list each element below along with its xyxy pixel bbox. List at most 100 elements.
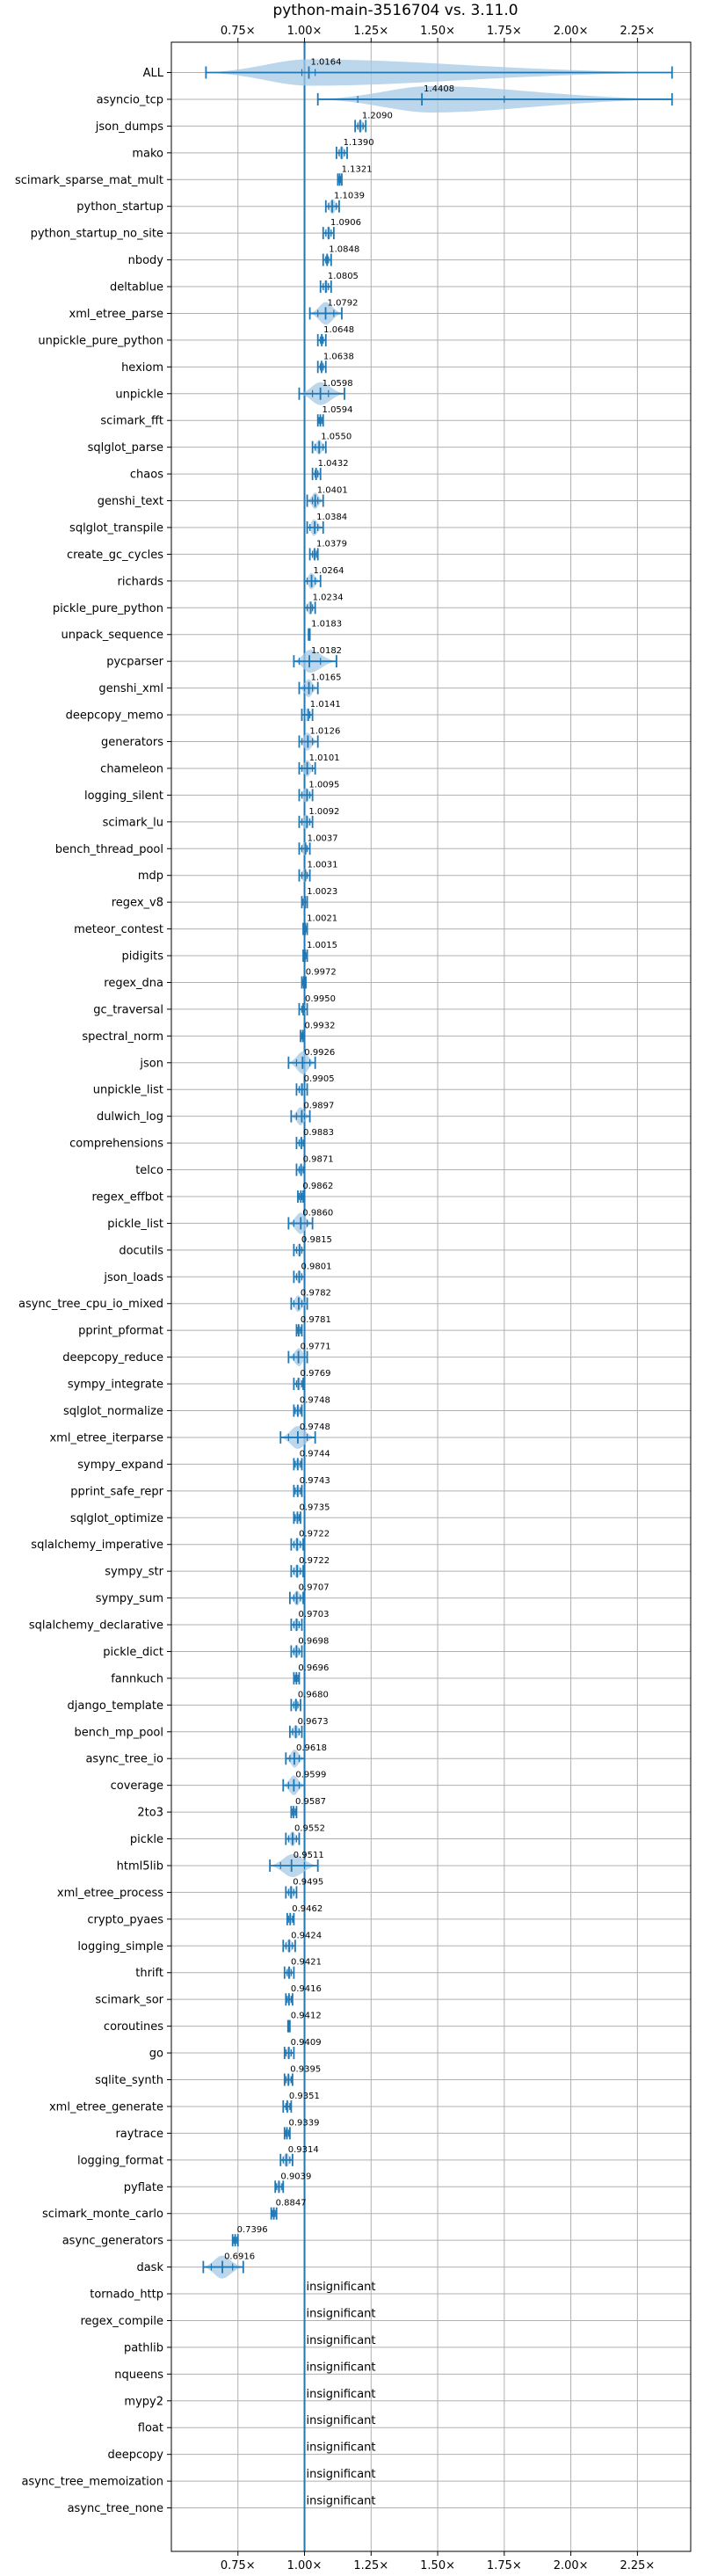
- value-label: 0.6916: [224, 2252, 255, 2262]
- insignificant-label: insignificant: [307, 2334, 376, 2347]
- value-label: 1.2090: [362, 111, 393, 120]
- row-label: json_loads: [103, 1271, 163, 1284]
- row-label: nqueens: [114, 2369, 163, 2382]
- row-label: raytrace: [115, 2128, 163, 2141]
- row-label: regex_effbot: [91, 1190, 163, 1204]
- row-label: async_tree_none: [68, 2502, 163, 2515]
- row-label: pathlib: [124, 2341, 163, 2354]
- row-label: genshi_xml: [98, 682, 163, 695]
- value-label: 0.9926: [304, 1048, 335, 1058]
- x-tick-label-bottom: 1.00×: [287, 2559, 323, 2572]
- value-label: 1.0165: [311, 673, 342, 683]
- value-label: 1.0037: [308, 833, 338, 843]
- x-tick-label-bottom: 1.25×: [353, 2559, 388, 2572]
- value-label: 1.0015: [307, 941, 337, 950]
- row-label: pickle_dict: [103, 1646, 163, 1659]
- row-label: xml_etree_parse: [69, 308, 163, 321]
- row-label: mdp: [138, 870, 163, 883]
- row-label: django_template: [68, 1699, 163, 1713]
- value-label: 0.9351: [289, 2092, 320, 2101]
- value-label: 0.9696: [298, 1663, 329, 1673]
- value-label: 1.0401: [317, 486, 348, 496]
- value-label: 1.0183: [311, 620, 342, 629]
- value-label: 1.0792: [328, 298, 359, 308]
- insignificant-label: insignificant: [307, 2281, 376, 2294]
- row-label: logging_silent: [84, 790, 163, 803]
- row-label: sympy_sum: [96, 1592, 163, 1605]
- value-label: 0.9744: [300, 1449, 330, 1459]
- value-label: 0.9599: [295, 1771, 326, 1780]
- row-label: scimark_sparse_mat_mult: [15, 174, 163, 187]
- row-label: unpickle_pure_python: [38, 334, 163, 347]
- value-label: 1.0234: [313, 593, 344, 602]
- value-label: 0.9722: [299, 1556, 330, 1566]
- row-label: deepcopy_reduce: [62, 1351, 163, 1364]
- row-label: gc_traversal: [93, 1003, 163, 1016]
- row-label: pickle_pure_python: [53, 602, 163, 615]
- row-label: json_dumps: [95, 120, 163, 134]
- value-label: 0.9781: [301, 1315, 331, 1325]
- row-label: sqlglot_parse: [88, 441, 163, 455]
- row-label: spectral_norm: [82, 1030, 163, 1044]
- value-label: 0.8847: [276, 2199, 307, 2209]
- row-label: docutils: [119, 1244, 163, 1257]
- row-label: sqlglot_optimize: [70, 1512, 163, 1525]
- value-label: 0.9771: [301, 1343, 331, 1352]
- value-label: 1.4408: [424, 84, 454, 94]
- insignificant-label: insignificant: [307, 2361, 376, 2374]
- insignificant-label: insignificant: [307, 2307, 376, 2320]
- row-label: xml_etree_generate: [49, 2100, 163, 2114]
- value-label: 1.0141: [310, 700, 341, 709]
- value-label: 0.9618: [296, 1743, 327, 1753]
- row-label: crypto_pyaes: [87, 1913, 163, 1926]
- row-label: sqlglot_transpile: [69, 521, 163, 535]
- x-tick-label-top: 1.75×: [487, 25, 522, 38]
- row-label: xml_etree_iterparse: [49, 1431, 163, 1444]
- value-label: 0.9801: [301, 1262, 332, 1271]
- x-tick-label-top: 1.00×: [287, 25, 323, 38]
- row-label: tornado_http: [90, 2289, 163, 2302]
- row-label: python_startup_no_site: [31, 228, 163, 241]
- row-label: coroutines: [104, 2020, 163, 2034]
- row-label: sympy_integrate: [68, 1379, 163, 1392]
- row-label: unpickle: [115, 388, 163, 401]
- value-label: 0.7396: [237, 2225, 268, 2235]
- value-label: 0.9897: [303, 1102, 334, 1111]
- row-label: deepcopy_memo: [66, 709, 163, 723]
- x-tick-label-bottom: 0.75×: [221, 2559, 256, 2572]
- x-tick-label-top: 1.50×: [420, 25, 455, 38]
- row-label: sympy_expand: [77, 1459, 163, 1472]
- value-label: 0.9314: [288, 2145, 319, 2155]
- row-label: fannkuch: [111, 1672, 163, 1685]
- row-label: ALL: [143, 67, 164, 80]
- row-label: json: [139, 1057, 163, 1070]
- value-label: 0.9673: [298, 1717, 329, 1727]
- row-label: scimark_fft: [100, 415, 163, 428]
- x-tick-label-bottom: 2.25×: [620, 2559, 655, 2572]
- value-label: 1.0594: [323, 405, 353, 415]
- value-label: 0.9905: [304, 1074, 335, 1084]
- value-label: 0.9972: [306, 967, 337, 977]
- value-label: 0.9722: [299, 1530, 330, 1539]
- row-label: unpickle_list: [93, 1084, 163, 1097]
- row-label: async_tree_memoization: [21, 2476, 163, 2489]
- row-label: chameleon: [100, 762, 163, 775]
- row-label: dulwich_log: [97, 1110, 163, 1124]
- row-label: deltablue: [110, 281, 163, 295]
- row-label: bench_thread_pool: [55, 843, 163, 856]
- value-label: 1.0092: [308, 807, 339, 817]
- row-label: comprehensions: [69, 1138, 163, 1151]
- row-label: sqlite_synth: [95, 2074, 163, 2087]
- value-label: 1.0095: [308, 780, 339, 790]
- value-label: 1.1321: [342, 164, 373, 174]
- value-label: 1.0848: [329, 245, 359, 255]
- value-label: 0.9707: [299, 1583, 330, 1593]
- x-tick-label-top: 1.25×: [353, 25, 388, 38]
- x-tick-label-top: 0.75×: [221, 25, 256, 38]
- insignificant-label: insignificant: [307, 2468, 376, 2481]
- row-label: genshi_text: [98, 495, 163, 508]
- row-label: mako: [132, 147, 163, 160]
- value-label: 1.0432: [318, 459, 349, 469]
- row-label: async_generators: [62, 2235, 164, 2248]
- row-label: nbody: [128, 254, 164, 267]
